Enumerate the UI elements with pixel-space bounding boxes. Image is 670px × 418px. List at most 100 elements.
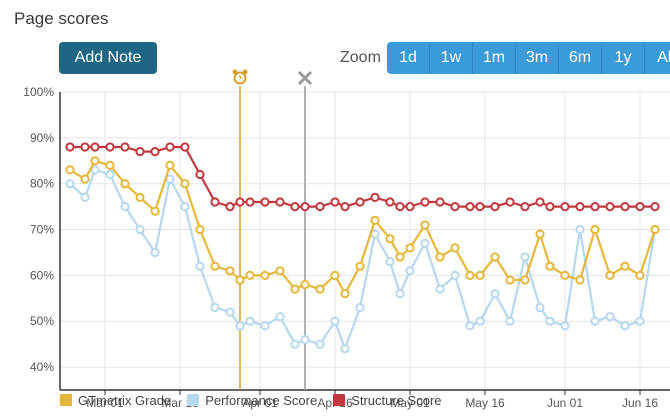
zoom-1m-button[interactable]: 1m <box>473 42 516 74</box>
data-point-structure <box>300 202 310 212</box>
data-point-gtmetrix <box>315 284 325 294</box>
close-icon-stroke <box>297 70 313 86</box>
data-point-gtmetrix <box>370 215 380 225</box>
data-point-gtmetrix <box>210 261 220 271</box>
x-tick-label: May 16 <box>465 396 505 410</box>
data-point-gtmetrix <box>575 275 585 285</box>
data-point-structure <box>135 147 145 157</box>
data-point-gtmetrix <box>245 270 255 280</box>
data-point-structure <box>235 197 245 207</box>
data-point-performance <box>590 316 600 326</box>
zoom-all-button[interactable]: All <box>645 42 670 74</box>
data-point-performance <box>330 316 340 326</box>
data-point-performance <box>300 335 310 345</box>
page-title: Page scores <box>14 9 109 28</box>
legend-item-structure[interactable]: Structure Score <box>333 392 442 408</box>
data-point-performance <box>180 202 190 212</box>
data-point-performance <box>450 270 460 280</box>
data-point-gtmetrix <box>80 174 90 184</box>
alarm-clock-bell-right <box>242 69 248 75</box>
data-point-structure <box>620 202 630 212</box>
data-point-structure <box>575 202 585 212</box>
data-point-performance <box>385 257 395 267</box>
zoom-1y-button[interactable]: 1y <box>602 42 645 74</box>
data-point-gtmetrix <box>340 289 350 299</box>
data-point-structure <box>245 197 255 207</box>
legend-label-structure: Structure Score <box>351 392 442 408</box>
data-point-performance <box>505 316 515 326</box>
y-tick-label: 40% <box>30 360 54 374</box>
y-tick-label: 70% <box>30 223 54 237</box>
data-point-structure <box>120 142 130 152</box>
data-point-gtmetrix <box>520 275 530 285</box>
data-point-performance <box>260 321 270 331</box>
data-point-gtmetrix <box>355 261 365 271</box>
data-point-performance <box>120 202 130 212</box>
zoom-6m-button[interactable]: 6m <box>559 42 602 74</box>
data-point-performance <box>475 316 485 326</box>
data-point-structure <box>490 202 500 212</box>
data-point-structure <box>475 202 485 212</box>
x-tick-label: Jun 16 <box>622 396 658 410</box>
data-point-gtmetrix <box>195 224 205 235</box>
data-point-structure <box>260 197 270 207</box>
add-note-button[interactable]: Add Note <box>59 42 157 74</box>
data-point-performance <box>135 224 145 235</box>
data-point-structure <box>225 202 235 212</box>
alarm-clock-bell-left <box>232 69 238 75</box>
data-point-gtmetrix <box>650 224 660 235</box>
y-tick-label: 90% <box>30 131 54 145</box>
legend-item-gtmetrix[interactable]: GTmetrix Grade <box>60 393 171 408</box>
data-point-gtmetrix <box>165 160 175 170</box>
data-point-structure <box>385 197 395 207</box>
data-point-gtmetrix <box>330 270 340 280</box>
data-point-structure <box>330 197 340 207</box>
data-point-gtmetrix <box>135 192 145 202</box>
data-point-structure <box>80 142 90 152</box>
data-point-performance <box>225 307 235 317</box>
data-point-gtmetrix <box>635 270 645 280</box>
y-tick-label: 50% <box>30 314 54 328</box>
data-point-performance <box>545 316 555 326</box>
data-point-structure <box>420 197 430 207</box>
data-point-performance <box>395 289 405 299</box>
data-point-structure <box>105 142 115 152</box>
data-point-performance <box>65 179 75 189</box>
data-point-gtmetrix <box>260 270 270 280</box>
data-point-gtmetrix <box>385 234 395 244</box>
data-point-structure <box>450 202 460 212</box>
legend-label-gtmetrix: GTmetrix Grade <box>78 392 172 408</box>
data-point-performance <box>315 339 325 349</box>
zoom-3m-button[interactable]: 3m <box>516 42 559 74</box>
data-point-performance <box>355 302 365 313</box>
data-point-gtmetrix <box>405 243 415 253</box>
data-point-gtmetrix <box>465 270 475 280</box>
chart-legend: GTmetrix Grade Performance Score Structu… <box>60 392 458 408</box>
data-point-gtmetrix <box>590 224 600 235</box>
data-point-structure <box>165 142 175 152</box>
data-point-performance <box>465 321 475 331</box>
legend-label-performance: Performance Score <box>205 392 318 408</box>
data-point-structure <box>210 197 220 207</box>
data-point-performance <box>435 284 445 294</box>
data-point-structure <box>150 147 160 157</box>
data-point-structure <box>545 202 555 212</box>
y-tick-label: 60% <box>30 268 54 282</box>
data-point-performance <box>340 344 350 354</box>
data-point-performance <box>195 261 205 271</box>
data-point-gtmetrix <box>120 179 130 189</box>
data-point-performance <box>90 165 100 175</box>
zoom-1w-button[interactable]: 1w <box>430 42 473 74</box>
data-point-gtmetrix <box>225 266 235 276</box>
legend-item-performance[interactable]: Performance Score <box>187 393 317 408</box>
legend-swatch-structure <box>333 394 346 406</box>
data-point-structure <box>355 197 365 207</box>
legend-swatch-performance <box>187 394 200 406</box>
y-tick-label: 80% <box>30 177 54 191</box>
data-point-structure <box>605 202 615 212</box>
zoom-1d-button[interactable]: 1d <box>387 42 430 74</box>
data-point-gtmetrix <box>290 284 300 294</box>
data-point-performance <box>210 302 220 313</box>
data-point-gtmetrix <box>505 275 515 285</box>
data-point-performance <box>105 169 115 180</box>
